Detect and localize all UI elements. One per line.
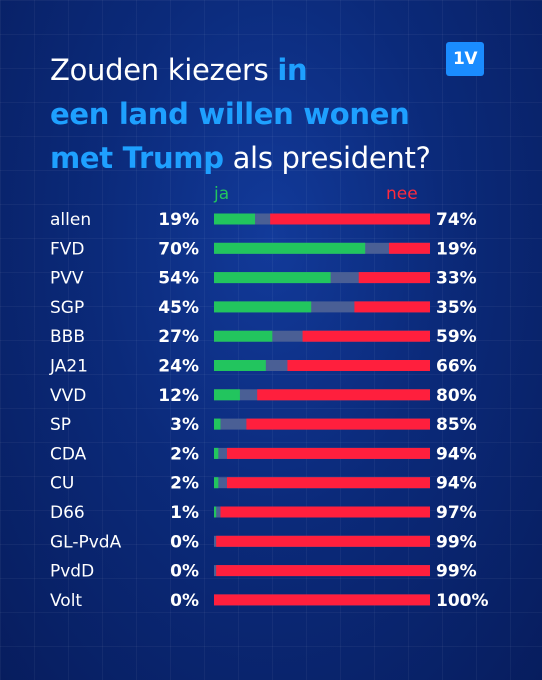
bar-nee-ja21 — [287, 360, 430, 371]
nee-value-fvd: 19% — [436, 239, 477, 259]
bar-ja-fvd — [214, 242, 366, 254]
legend-nee: nee — [386, 184, 418, 204]
nee-value-bbb: 59% — [436, 327, 477, 347]
ja-value-pvv: 54% — [158, 269, 199, 289]
party-label-cu: CU — [50, 474, 74, 494]
ja-value-fvd: 70% — [158, 239, 199, 259]
party-label-gl-pvda: GL-PvdA — [50, 532, 122, 552]
ja-value-gl-pvda: 0% — [170, 532, 199, 552]
brand-logo: 1V — [446, 42, 484, 76]
party-label-d66: D66 — [50, 503, 85, 523]
bar-nee-allen — [270, 213, 430, 225]
ja-value-bbb: 27% — [158, 327, 199, 347]
bar-ja-ja21 — [214, 360, 266, 371]
party-label-cda: CDA — [50, 444, 87, 464]
ja-value-pvdd: 0% — [170, 562, 199, 582]
party-label-volt: Volt — [50, 591, 82, 611]
party-label-sgp: SGP — [50, 298, 84, 318]
title-part-1: Zouden kiezers — [50, 53, 278, 87]
bar-ja-allen — [214, 213, 256, 225]
ja-value-cda: 2% — [170, 444, 199, 464]
bar-nee-gl-pvda — [216, 535, 430, 547]
title-part-5: als president? — [223, 141, 431, 175]
bar-nee-sgp — [354, 301, 430, 313]
bar-nee-d66 — [220, 506, 430, 518]
nee-value-gl-pvda: 99% — [436, 532, 477, 552]
title-part-4: met Trump — [50, 141, 224, 175]
ja-value-vvd: 12% — [158, 386, 199, 406]
party-label-fvd: FVD — [50, 239, 85, 259]
ja-value-allen: 19% — [158, 210, 199, 230]
bar-nee-pvdd — [216, 565, 430, 577]
bar-nee-cda — [226, 447, 430, 459]
bar-nee-volt — [214, 594, 430, 606]
nee-value-ja21: 66% — [436, 357, 477, 377]
ja-value-d66: 1% — [170, 503, 199, 523]
bar-ja-sp — [214, 418, 221, 430]
nee-value-d66: 97% — [436, 503, 477, 523]
page-title: Zouden kiezers in een land willen wonen … — [50, 48, 470, 180]
ja-value-ja21: 24% — [158, 357, 199, 377]
bar-ja-d66 — [214, 506, 217, 518]
nee-value-vvd: 80% — [436, 386, 477, 406]
ja-value-cu: 2% — [170, 474, 199, 494]
party-label-sp: SP — [50, 415, 71, 435]
bar-ja-sgp — [214, 301, 312, 313]
nee-value-sp: 85% — [436, 415, 477, 435]
title-part-2: in — [277, 53, 308, 87]
nee-value-sgp: 35% — [436, 298, 477, 318]
nee-value-volt: 100% — [436, 591, 489, 611]
ja-value-sp: 3% — [170, 415, 199, 435]
bar-ja-cda — [214, 447, 219, 459]
bar-neutral-sgp — [214, 301, 430, 313]
title-part-3: een land willen wonen — [50, 97, 410, 131]
party-label-bbb: BBB — [50, 327, 85, 347]
bar-nee-fvd — [388, 242, 430, 254]
ja-value-sgp: 45% — [158, 298, 199, 318]
party-label-allen: allen — [50, 210, 91, 230]
party-label-pvv: PVV — [50, 269, 84, 289]
nee-value-pvdd: 99% — [436, 562, 477, 582]
bar-nee-bbb — [302, 330, 430, 342]
party-label-ja21: JA21 — [49, 357, 88, 377]
bar-nee-sp — [246, 418, 430, 430]
nee-value-cu: 94% — [436, 474, 477, 494]
bar-ja-vvd — [214, 389, 240, 401]
bar-nee-cu — [226, 477, 430, 489]
bar-ja-pvv — [214, 272, 331, 284]
bar-nee-vvd — [257, 389, 430, 401]
party-label-vvd: VVD — [50, 386, 86, 406]
legend-ja: ja — [214, 184, 230, 204]
nee-value-cda: 94% — [436, 444, 477, 464]
bar-nee-pvv — [358, 272, 430, 284]
nee-value-pvv: 33% — [436, 269, 477, 289]
bar-ja-bbb — [214, 330, 273, 342]
bar-ja-cu — [214, 477, 219, 489]
party-label-pvdd: PvdD — [50, 562, 94, 582]
ja-value-volt: 0% — [170, 591, 199, 611]
nee-value-allen: 74% — [436, 210, 477, 230]
